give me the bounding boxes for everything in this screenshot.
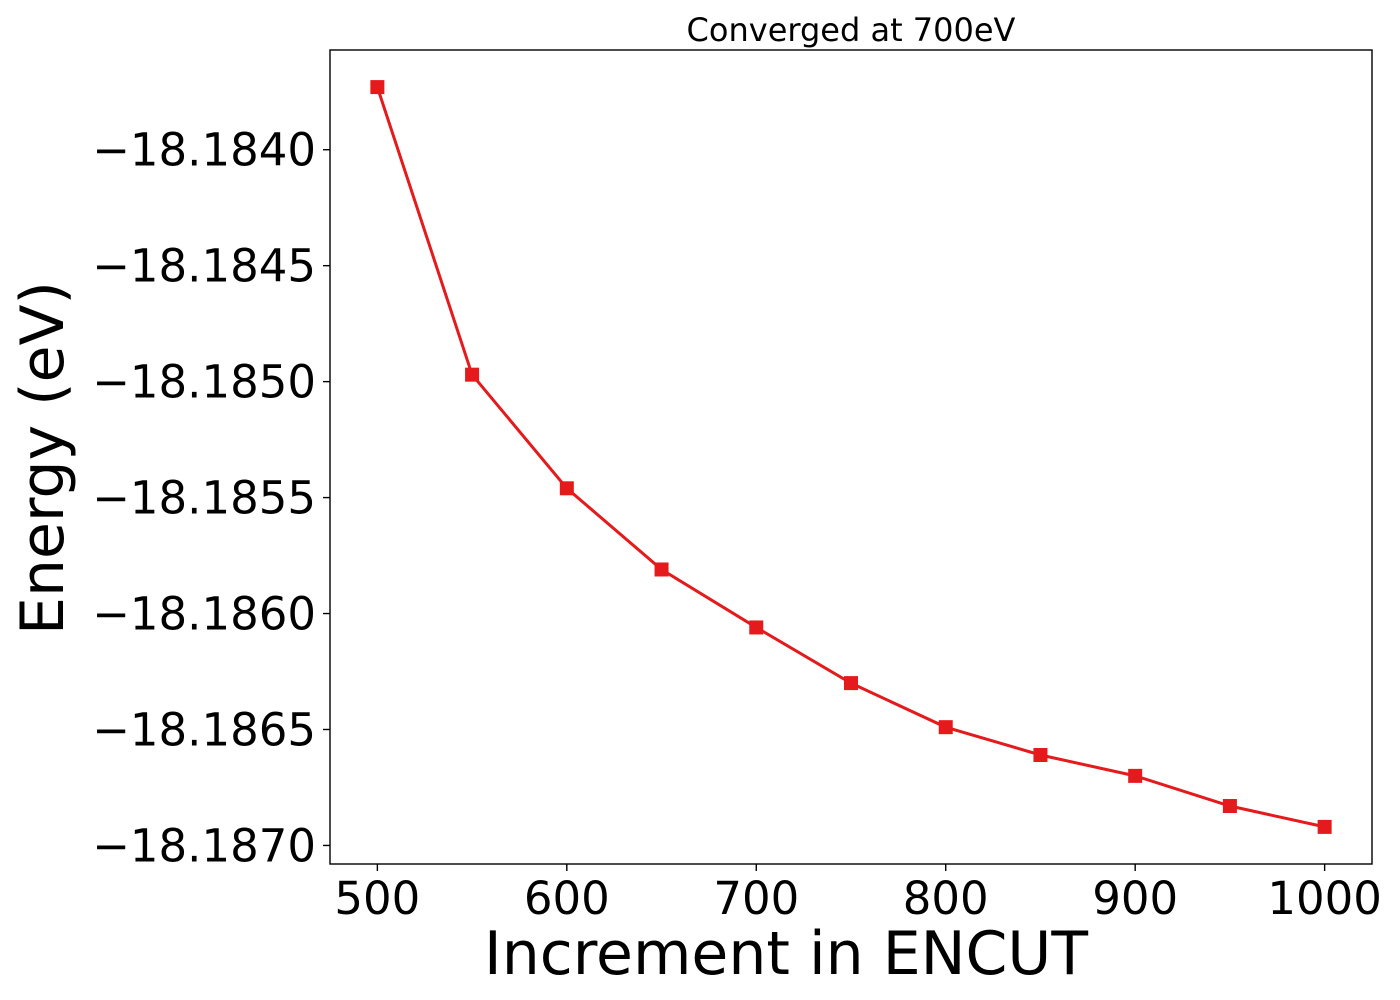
data-point-marker	[844, 676, 858, 691]
y-tick-label: −18.1865	[92, 703, 316, 756]
x-tick-label: 900	[1092, 872, 1178, 925]
x-tick-label: 500	[334, 872, 420, 925]
data-point-marker	[1317, 819, 1332, 834]
x-tick-label: 700	[713, 872, 799, 925]
x-tick-label: 600	[524, 872, 610, 925]
y-tick-label: −18.1850	[92, 356, 316, 409]
data-point-marker	[749, 620, 764, 635]
y-tick-label: −18.1845	[92, 240, 316, 293]
plot-area-frame	[329, 49, 1373, 865]
x-tick-label: 800	[903, 872, 989, 925]
series-line	[375, 86, 1325, 829]
x-axis: 500 600 700 800 900 1000	[334, 864, 1382, 925]
data-point-marker	[654, 562, 669, 577]
series-markers	[370, 80, 1332, 834]
data-point-marker	[370, 80, 385, 95]
data-point-marker	[938, 720, 953, 735]
y-tick-label: −18.1860	[92, 588, 316, 641]
x-axis-label: Increment in ENCUT	[484, 919, 1088, 989]
y-tick-label: −18.1855	[92, 472, 316, 525]
data-point-marker	[1222, 799, 1237, 814]
data-point-marker	[1033, 748, 1048, 763]
y-tick-label: −18.1870	[92, 819, 316, 872]
chart-title: Converged at 700eV	[687, 11, 1016, 49]
x-tick-label: 1000	[1267, 872, 1382, 925]
y-axis: −18.1840 −18.1845 −18.1850 −18.1855 −18.1860…	[92, 124, 330, 872]
y-axis-label: Energy (eV)	[8, 281, 78, 635]
data-point-marker	[559, 481, 574, 496]
data-point-marker	[1128, 768, 1143, 783]
y-tick-label: −18.1840	[92, 124, 316, 177]
data-point-marker	[465, 367, 480, 382]
